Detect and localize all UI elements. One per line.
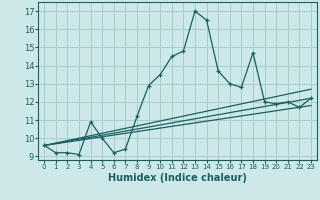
X-axis label: Humidex (Indice chaleur): Humidex (Indice chaleur) [108, 173, 247, 183]
